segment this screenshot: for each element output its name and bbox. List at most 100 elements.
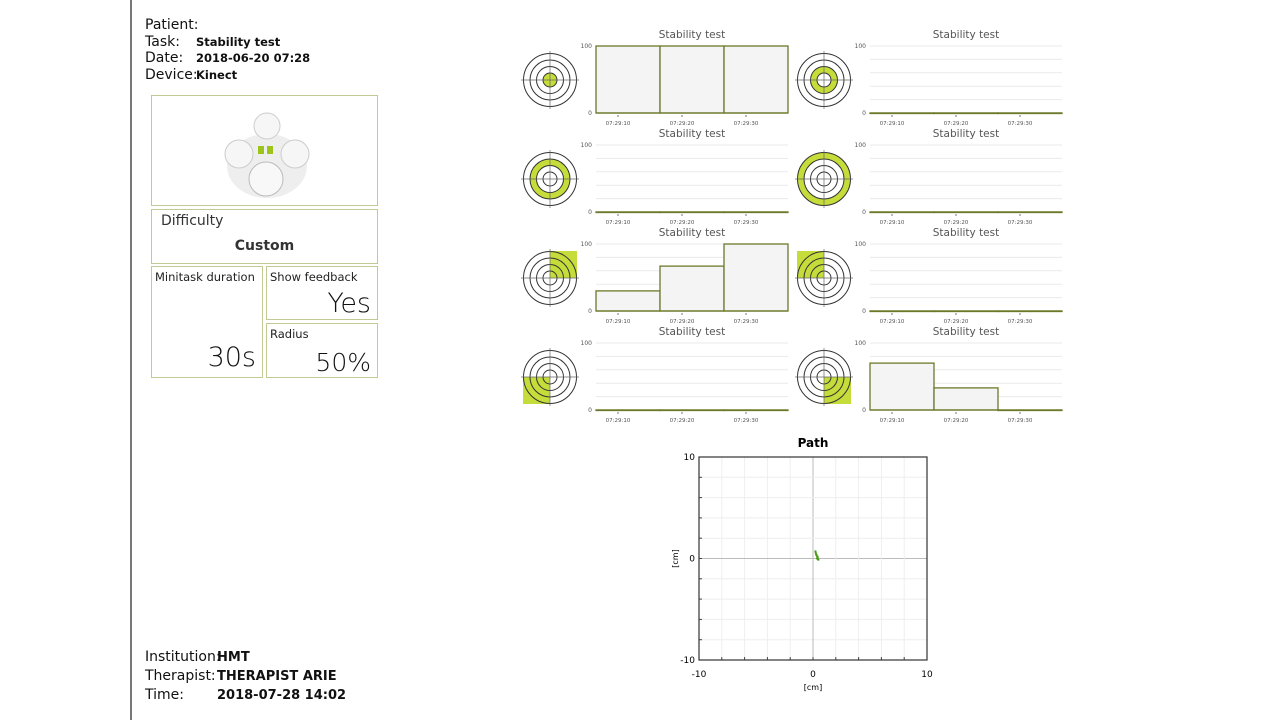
y-tick-label: -10: [680, 656, 695, 666]
path-chart: Path -10 -10 0 0 10 10 [cm] [cm]: [671, 436, 933, 692]
bar: [595, 45, 661, 114]
y-tick-label: 0: [862, 308, 866, 315]
chart-title: Stability test: [659, 128, 725, 140]
bar: [933, 387, 999, 411]
x-tick-label: 07:29:20: [670, 418, 695, 424]
device-value: Kinect: [196, 67, 238, 82]
y-tick-label: 0: [588, 209, 592, 216]
minitask-duration-box: Minitask duration 30s: [151, 266, 263, 378]
y-axis-label: [cm]: [671, 549, 680, 567]
chart-title: Stability test: [933, 29, 999, 41]
x-tick-label: 07:29:30: [1008, 220, 1033, 226]
x-tick-label: 07:29:10: [606, 418, 631, 424]
y-tick-label: 10: [684, 453, 696, 463]
bar: [659, 265, 725, 312]
target-icon: [521, 348, 579, 406]
chart-title: Stability test: [933, 227, 999, 239]
stability-chart: Stability test 100 0 07:29:10 07:29:20 07:29:…: [521, 227, 789, 325]
device-label: Device:: [145, 66, 198, 83]
bar: [869, 362, 935, 411]
y-tick-label: 100: [581, 241, 593, 248]
y-tick-label: 0: [862, 209, 866, 216]
y-tick-label: 100: [855, 142, 867, 149]
target-icon: [795, 150, 853, 208]
x-tick-label: 07:29:20: [944, 418, 969, 424]
difficulty-box: Difficulty Custom: [151, 209, 378, 264]
chart-title: Stability test: [659, 227, 725, 239]
chart-title: Stability test: [659, 326, 725, 338]
institution-label: Institution:: [145, 649, 221, 665]
minitask-value: 30s: [207, 342, 256, 373]
x-axis-label: [cm]: [804, 683, 822, 692]
x-tick-label: 07:29:20: [670, 319, 695, 325]
body-topview-illustration: [224, 112, 310, 198]
date-label: Date:: [145, 50, 184, 66]
session-info: Patient: Task: Stability test Date: 2018-0…: [145, 17, 310, 83]
stability-chart: Stability test 100 0 07:29:10 07:29:20 07:29:…: [521, 128, 789, 226]
x-tick-label: 07:29:10: [880, 418, 905, 424]
radius-label: Radius: [270, 327, 309, 341]
chart-title: Stability test: [933, 326, 999, 338]
stability-chart: Stability test 100 0 07:29:10 07:29:20 07:29:…: [795, 227, 1063, 325]
x-tick-label: 07:29:10: [606, 319, 631, 325]
therapist-label: Therapist:: [145, 668, 216, 684]
time-label: Time:: [145, 687, 184, 703]
therapist-value: THERAPIST ARIE: [217, 669, 337, 684]
x-tick-label: 07:29:30: [734, 121, 759, 127]
x-tick-label: 07:29:10: [606, 220, 631, 226]
y-tick-label: 0: [588, 407, 592, 414]
patient-label: Patient:: [145, 17, 199, 33]
x-tick-label: 07:29:20: [670, 121, 695, 127]
y-tick-label: 0: [689, 555, 695, 565]
bar: [723, 45, 789, 114]
x-tick-label: -10: [692, 670, 707, 680]
y-tick-label: 0: [862, 110, 866, 117]
y-tick-label: 100: [581, 43, 593, 50]
y-tick-label: 100: [581, 340, 593, 347]
target-icon: [795, 249, 853, 307]
chart-title: Path: [798, 436, 829, 450]
institution-value: HMT: [217, 650, 250, 665]
stability-chart: Stability test 100 0 07:29:10 07:29:20 07:29:…: [521, 29, 789, 127]
target-icon: [521, 51, 579, 109]
x-tick-label: 07:29:10: [880, 319, 905, 325]
task-value: Stability test: [196, 34, 281, 49]
feedback-label: Show feedback: [270, 270, 358, 284]
date-value: 2018-06-20 07:28: [196, 51, 311, 65]
x-tick-label: 10: [921, 670, 933, 680]
target-icon: [795, 51, 853, 109]
target-icon: [521, 249, 579, 307]
x-tick-label: 0: [810, 670, 816, 680]
x-tick-label: 07:29:20: [944, 121, 969, 127]
x-tick-label: 07:29:10: [880, 121, 905, 127]
x-tick-label: 07:29:20: [944, 319, 969, 325]
y-tick-label: 0: [862, 407, 866, 414]
difficulty-value: Custom: [234, 238, 295, 254]
y-tick-label: 0: [588, 110, 592, 117]
stability-chart: Stability test 100 0 07:29:10 07:29:20 07:29:…: [795, 326, 1063, 424]
plot-frame: [698, 456, 928, 661]
footer-info: Institution: HMT Therapist: THERAPIST ARIE…: [145, 648, 346, 705]
bar: [659, 45, 725, 114]
target-icon: [521, 150, 579, 208]
x-tick-label: 07:29:30: [1008, 121, 1033, 127]
task-label: Task:: [145, 33, 180, 50]
y-tick-label: 100: [855, 43, 867, 50]
radius-box: Radius 50%: [266, 323, 378, 378]
chart-title: Stability test: [659, 29, 725, 41]
difficulty-label: Difficulty: [161, 213, 224, 229]
target-icon: [795, 348, 853, 406]
bar: [723, 243, 789, 312]
avatar-image-box: [151, 95, 378, 206]
minitask-label: Minitask duration: [155, 270, 255, 284]
stability-chart: Stability test 100 0 07:29:10 07:29:20 07:29:…: [795, 128, 1063, 226]
time-value: 2018-07-28 14:02: [217, 688, 347, 703]
y-tick-label: 100: [581, 142, 593, 149]
radius-value: 50%: [315, 348, 371, 377]
x-tick-label: 07:29:30: [734, 418, 759, 424]
x-tick-label: 07:29:30: [734, 220, 759, 226]
bar: [595, 290, 661, 312]
y-tick-label: 100: [855, 340, 867, 347]
y-tick-label: 100: [855, 241, 867, 248]
